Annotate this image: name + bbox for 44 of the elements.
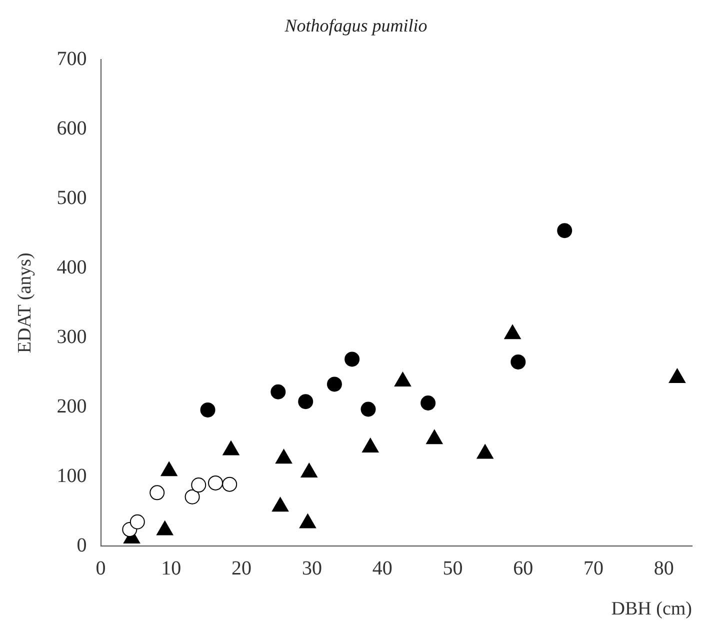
point <box>299 514 316 528</box>
y-tick-label: 0 <box>76 534 87 556</box>
point <box>326 376 342 392</box>
point <box>476 444 494 459</box>
x-tick-label: 60 <box>513 557 534 580</box>
point <box>270 384 286 400</box>
point <box>510 354 526 370</box>
point <box>222 440 240 456</box>
point <box>130 514 145 530</box>
y-tick-label: 100 <box>56 464 87 487</box>
point <box>184 489 200 504</box>
point <box>200 402 216 418</box>
point <box>426 430 443 444</box>
x-tick-label: 30 <box>302 557 322 580</box>
point <box>298 394 314 410</box>
point <box>160 462 178 476</box>
y-tick-label: 500 <box>56 186 87 209</box>
y-tick-label: 200 <box>56 395 87 418</box>
point <box>222 476 238 492</box>
point <box>275 449 292 464</box>
point <box>272 497 289 512</box>
point <box>360 402 376 417</box>
point <box>344 352 360 367</box>
point <box>150 485 165 500</box>
x-tick-label: 10 <box>161 557 182 580</box>
y-axis-title: EDAT (anys) <box>14 252 36 354</box>
point <box>557 223 572 238</box>
y-tick-label: 300 <box>56 326 87 348</box>
point <box>156 520 174 536</box>
point <box>191 478 206 493</box>
y-tick-label: 400 <box>56 256 87 278</box>
y-tick-label: 600 <box>56 117 87 140</box>
x-tick-label: 0 <box>96 557 106 580</box>
point <box>300 463 318 478</box>
chart-title: Nothofagus pumilio <box>284 16 428 36</box>
x-tick-label: 50 <box>442 557 463 580</box>
x-tick-label: 20 <box>232 557 252 580</box>
y-tick-label: 700 <box>56 48 87 70</box>
point <box>420 396 436 410</box>
x-tick-label: 40 <box>372 557 392 580</box>
x-axis-title: DBH (cm) <box>611 598 692 620</box>
point <box>208 475 224 490</box>
x-tick-label: 80 <box>654 557 674 580</box>
x-tick-label: 70 <box>583 557 604 580</box>
